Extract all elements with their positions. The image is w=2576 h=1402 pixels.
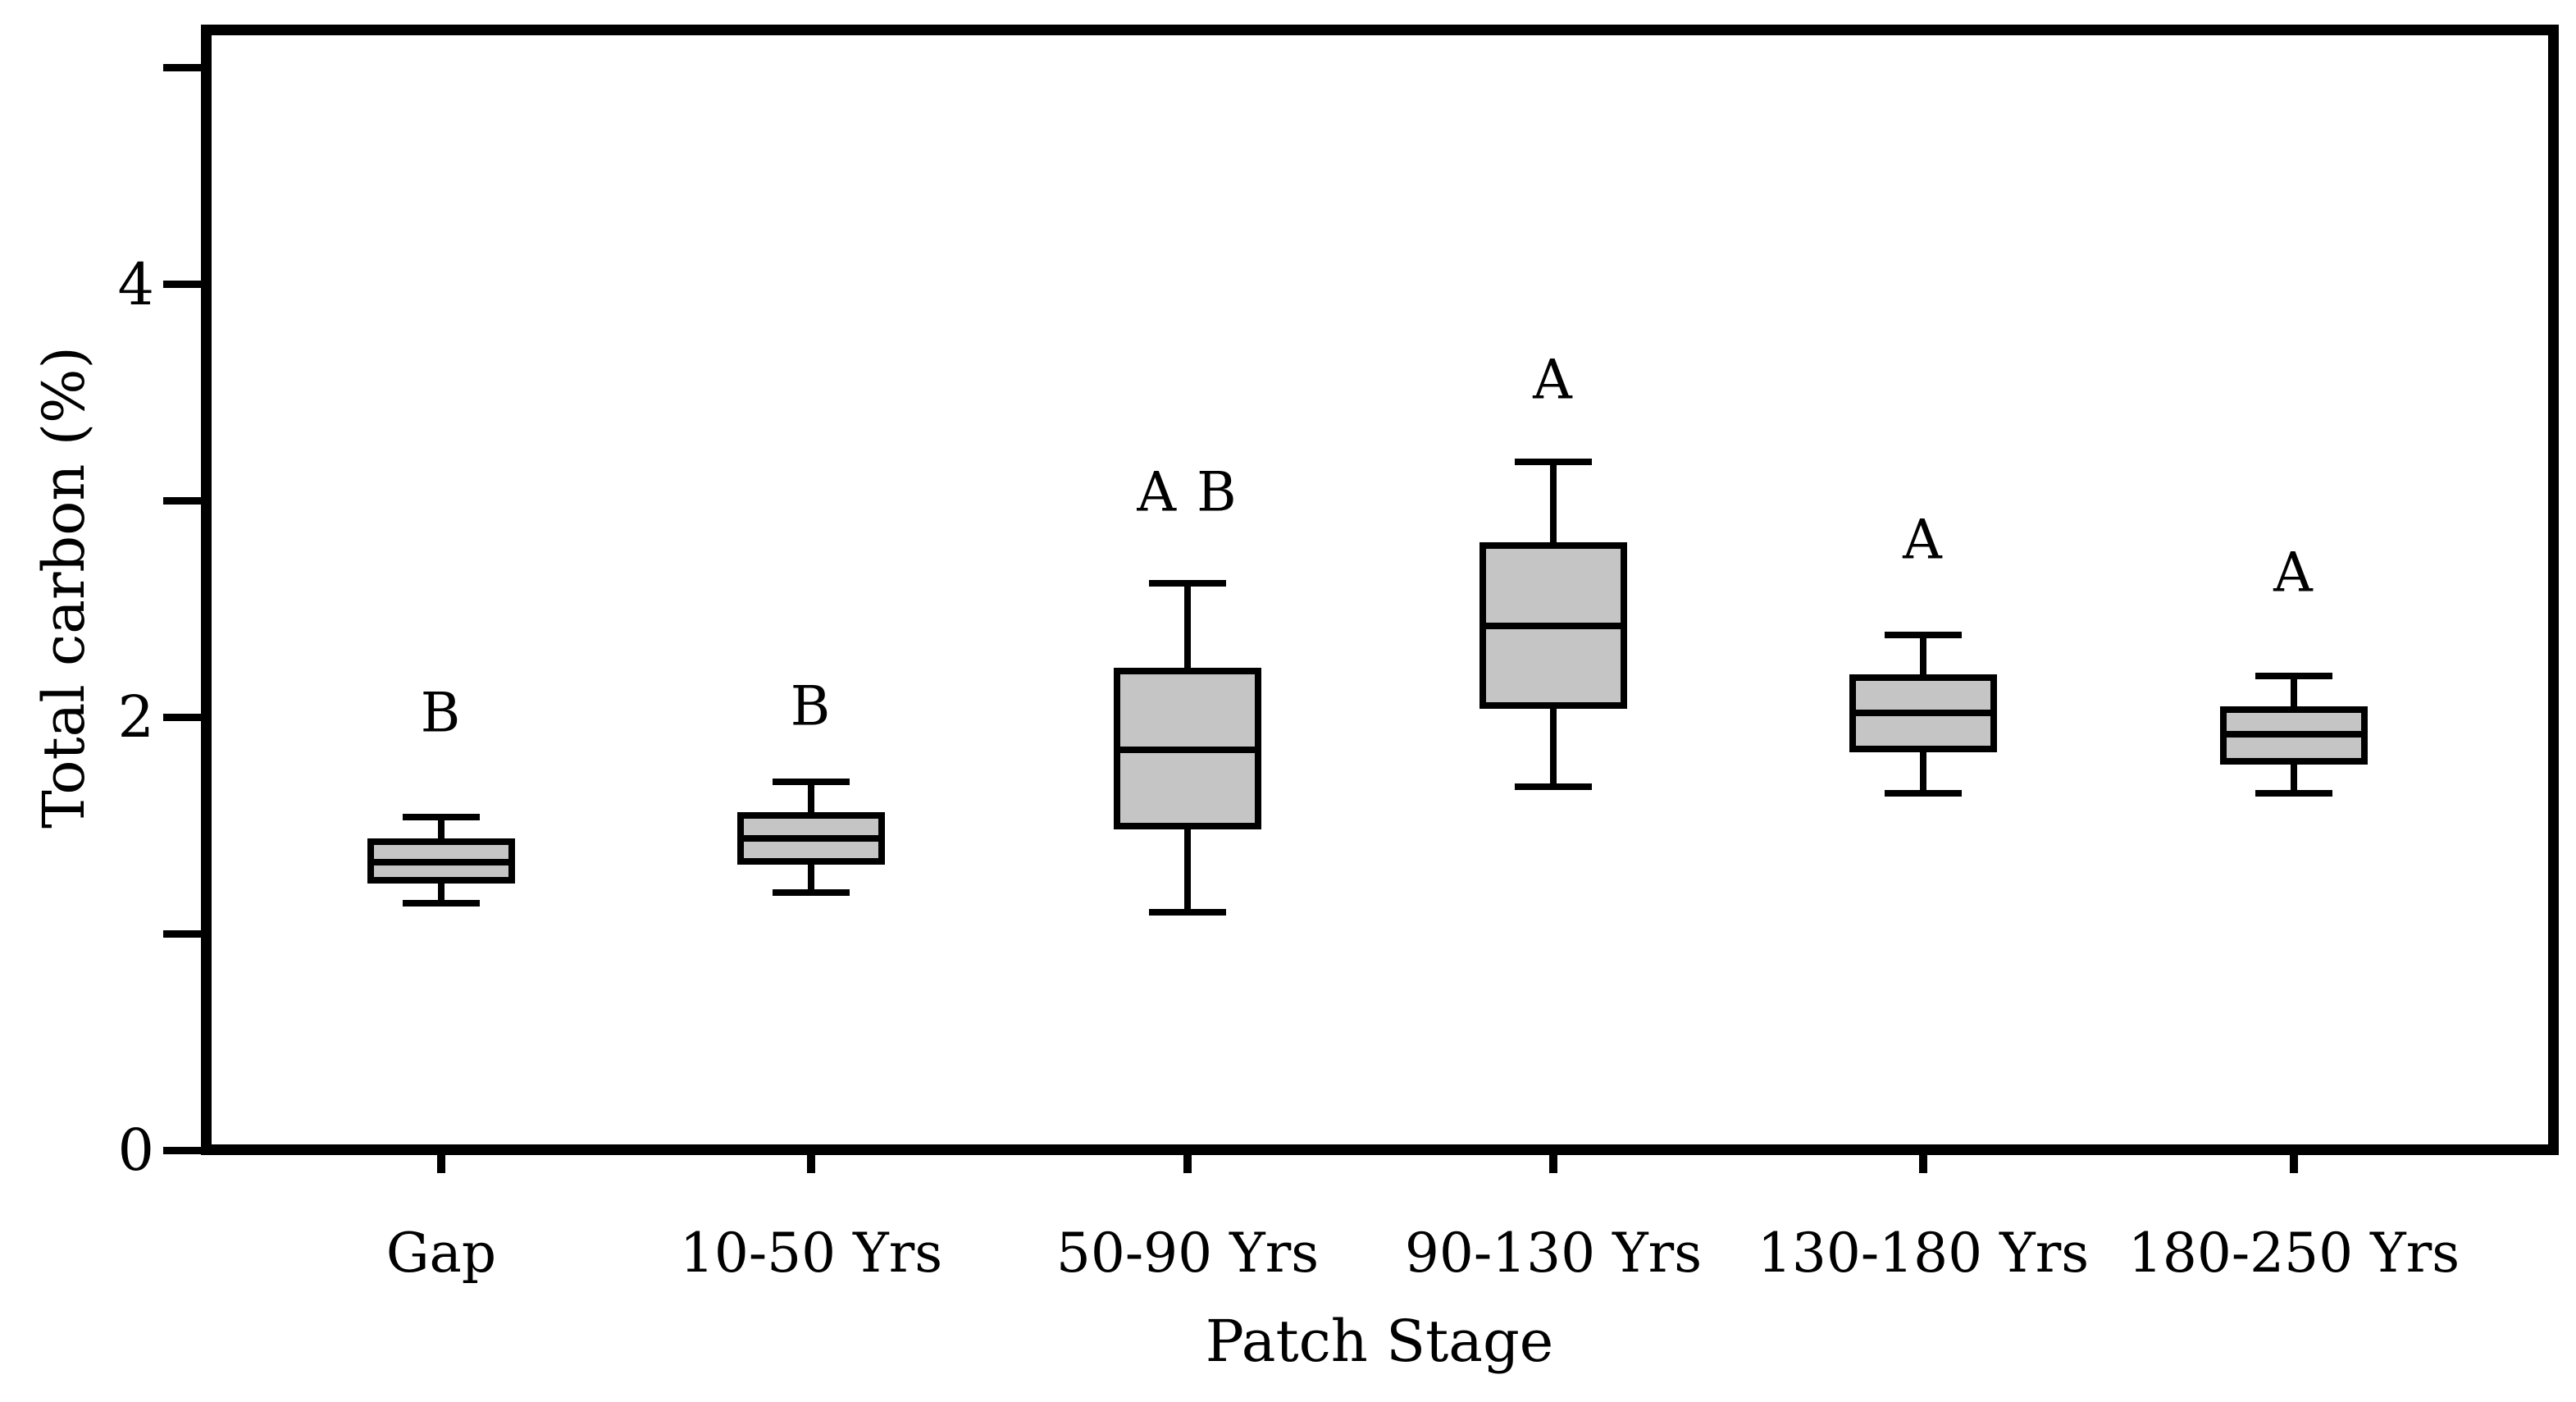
- median-line: [1849, 710, 1997, 717]
- y-major-tick: [163, 281, 201, 289]
- median-line: [1479, 623, 1627, 630]
- median-line: [367, 859, 515, 866]
- y-tick-label: 4: [117, 250, 154, 318]
- y-minor-tick: [163, 496, 201, 505]
- x-category-label: 90-130 Yrs: [1404, 1222, 1703, 1285]
- x-category-label: 130-180 Yrs: [1757, 1222, 2090, 1285]
- x-axis-title: Patch Stage: [1205, 1308, 1554, 1375]
- x-tick: [437, 1155, 445, 1173]
- x-tick: [807, 1155, 815, 1173]
- x-category-label: 50-90 Yrs: [1055, 1222, 1320, 1285]
- y-major-tick: [163, 1146, 201, 1154]
- significance-letter: A B: [1137, 460, 1238, 524]
- y-major-tick: [163, 713, 201, 721]
- whisker-cap-top: [1149, 579, 1226, 587]
- whisker-cap-top: [2255, 673, 2332, 680]
- x-tick: [2290, 1155, 2298, 1173]
- whisker-cap-top: [1515, 458, 1592, 465]
- significance-letter: A: [2273, 541, 2314, 605]
- x-tick: [1549, 1155, 1557, 1173]
- y-tick-label: 0: [117, 1117, 154, 1184]
- x-category-label: 180-250 Yrs: [2127, 1222, 2460, 1285]
- whisker-cap-bottom: [2255, 789, 2332, 797]
- y-tick-label: 2: [117, 683, 154, 751]
- median-line: [1114, 746, 1261, 753]
- significance-letter: A: [1903, 508, 1944, 572]
- significance-letter: A: [1533, 348, 1574, 412]
- whisker-cap-top: [1885, 632, 1962, 639]
- y-axis-title: Total carbon (%): [30, 346, 98, 829]
- median-line: [737, 835, 885, 843]
- whisker-cap-bottom: [773, 889, 850, 897]
- significance-letter: B: [790, 674, 832, 738]
- y-minor-tick: [163, 929, 201, 938]
- whisker-cap-top: [773, 779, 850, 786]
- x-category-label: Gap: [385, 1222, 497, 1285]
- median-line: [2220, 731, 2368, 738]
- whisker-cap-bottom: [1515, 783, 1592, 790]
- whisker-cap-top: [403, 813, 480, 820]
- whisker-cap-bottom: [1885, 789, 1962, 797]
- significance-letter: B: [420, 681, 463, 745]
- x-tick: [1919, 1155, 1927, 1173]
- x-tick: [1183, 1155, 1192, 1173]
- x-category-label: 10-50 Yrs: [679, 1222, 943, 1285]
- plot-frame: [201, 25, 2559, 1155]
- whisker-cap-bottom: [1149, 908, 1226, 916]
- y-minor-tick: [163, 64, 201, 72]
- whisker-cap-bottom: [403, 900, 480, 907]
